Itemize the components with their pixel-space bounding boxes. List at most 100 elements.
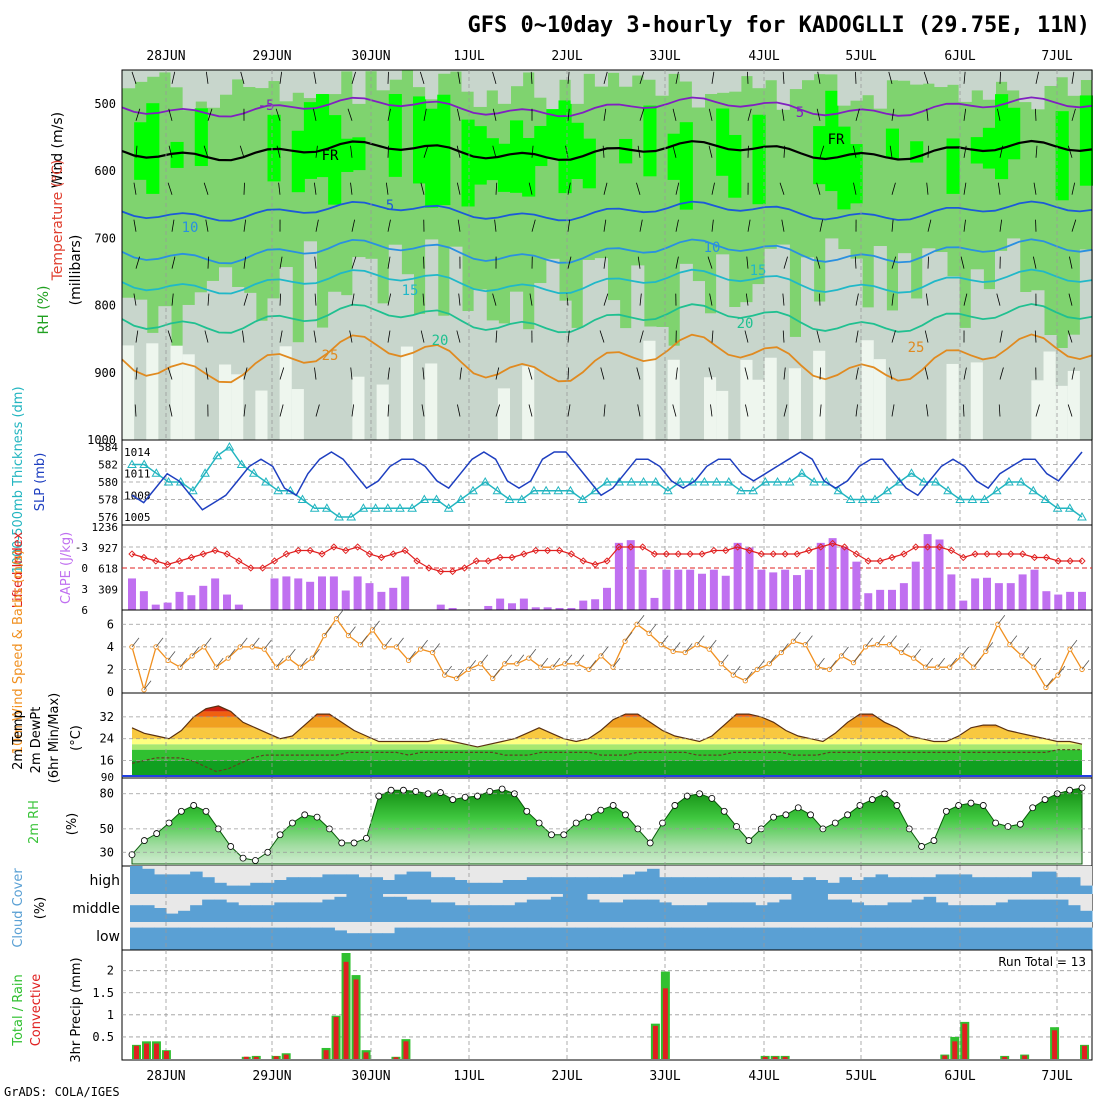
cloud-bar-middle xyxy=(1007,899,1021,922)
wind-barb xyxy=(315,145,318,158)
wind-barb xyxy=(552,657,561,668)
thickness-line-marker xyxy=(358,503,369,512)
wind-barb xyxy=(973,657,982,668)
rh-bright-cell xyxy=(316,90,330,178)
rh-gray-cell xyxy=(1019,291,1033,440)
cloud-bar-high xyxy=(358,877,371,894)
wind-barb xyxy=(672,145,677,158)
slp-tick: 1005 xyxy=(124,511,151,524)
cloud-bar-high xyxy=(382,880,396,894)
cloud-bar-high xyxy=(190,871,203,894)
cloud-bar-middle xyxy=(719,902,732,922)
thickness-line-marker xyxy=(1028,485,1039,495)
cloud-bar-middle xyxy=(1067,905,1081,922)
cloud-bar-high xyxy=(959,874,973,894)
lifted-index-marker xyxy=(294,546,302,555)
rh-bright-cell xyxy=(134,122,148,180)
cloud-bar-low xyxy=(611,927,624,950)
lifted-index-marker xyxy=(662,550,671,558)
wind-barb xyxy=(603,108,607,121)
rh-gray-cell xyxy=(837,249,851,440)
lifted-index-marker xyxy=(591,560,599,569)
cloud-bar-high xyxy=(659,877,672,894)
rh-light-cell xyxy=(716,390,730,440)
rh-gray-cell xyxy=(558,70,572,80)
date-label-bottom: 4JUL xyxy=(748,1069,779,1084)
thickness-line-marker xyxy=(468,485,478,495)
wind-barb xyxy=(588,660,597,670)
rh-light-cell xyxy=(813,350,827,440)
wind-barb xyxy=(495,182,498,195)
thickness-line-marker xyxy=(784,476,795,486)
wind-barb xyxy=(372,620,380,631)
cape-bar xyxy=(1042,591,1051,610)
wind-barb xyxy=(528,404,533,417)
wind-barb xyxy=(131,71,137,84)
rh-gray-cell xyxy=(716,70,730,93)
thickness-line xyxy=(132,445,1083,518)
wind-barb xyxy=(639,71,645,84)
rh-light-cell xyxy=(643,340,657,440)
wind-barb xyxy=(708,108,713,121)
slp-line xyxy=(131,451,1083,511)
wind-barb xyxy=(313,182,317,195)
cloud-bar-low xyxy=(142,927,155,950)
cloud-bar-low xyxy=(1055,927,1069,950)
wind-barb xyxy=(419,71,425,84)
cape-tick: 618 xyxy=(98,563,118,576)
rh-gray-cell xyxy=(243,292,257,440)
rh-gray-cell xyxy=(582,70,596,74)
cloud-bar-middle xyxy=(779,899,792,922)
rh-gray-cell xyxy=(946,70,960,85)
rh-marker xyxy=(794,804,802,812)
rh-bright-cell xyxy=(497,143,511,192)
rh-light-cell xyxy=(873,359,887,440)
wind-barb xyxy=(275,657,284,668)
cape-bar xyxy=(733,542,742,610)
thickness-line-marker xyxy=(882,485,892,495)
wind-barb xyxy=(347,108,353,121)
cloud-bar-middle xyxy=(923,896,937,922)
wind-barb xyxy=(855,367,859,380)
lifted-index-marker xyxy=(1066,557,1074,565)
rh-gray-cell xyxy=(303,241,317,440)
rh-gray-cell xyxy=(146,70,160,77)
temp2m-panel: 16 24 32 90 xyxy=(100,692,1093,784)
wind-barb xyxy=(963,367,967,380)
rh-bright-cell xyxy=(510,120,524,193)
lifted-index-marker xyxy=(935,543,944,551)
wind-barb xyxy=(243,182,245,195)
cape-bar xyxy=(947,574,956,610)
wind-barb xyxy=(422,367,425,380)
rh-bright-cell xyxy=(1055,111,1069,201)
wind-barb xyxy=(855,330,859,343)
cloud-bar-middle xyxy=(358,894,371,922)
date-label-bottom: 2JUL xyxy=(551,1069,582,1084)
wind-barb xyxy=(492,293,497,306)
thickness-line-marker xyxy=(833,485,844,495)
wind-barb xyxy=(793,631,801,642)
cloud-bar-high xyxy=(1019,877,1033,894)
wind-barb xyxy=(711,330,714,343)
rh-gray-cell xyxy=(910,298,924,440)
thickness-line-marker xyxy=(212,450,223,460)
cloud-bar-low xyxy=(202,927,215,950)
cloud-bar-high xyxy=(298,877,311,894)
rh-gray-cell xyxy=(1019,70,1033,103)
wind-barb xyxy=(349,330,353,343)
cape-bar xyxy=(994,583,1003,610)
cloud-bar-high xyxy=(767,877,780,894)
rh-marker xyxy=(967,799,975,807)
cloud-bar-low xyxy=(562,927,576,950)
rh-marker xyxy=(560,831,568,839)
cloud-bar-low xyxy=(394,927,408,950)
wind-barb xyxy=(600,367,605,380)
precip-axis-label: 3hr Precip (mm) xyxy=(69,957,84,1062)
lifted-index-marker xyxy=(401,546,409,555)
rh-gray-cell xyxy=(473,289,487,440)
cloud-bar-low xyxy=(791,927,804,950)
wind-barb xyxy=(1045,678,1054,688)
cloud-bar-high xyxy=(550,877,564,894)
cloud-bar-low xyxy=(550,927,564,950)
cape-bar xyxy=(804,569,813,610)
